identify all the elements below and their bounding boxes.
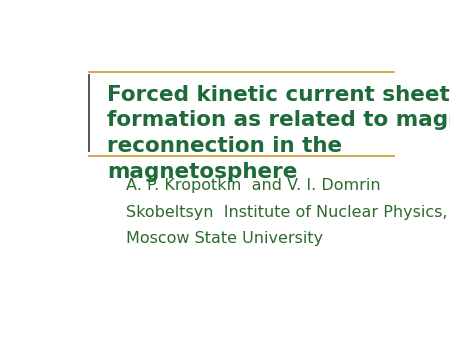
Bar: [88, 74, 90, 152]
Text: Moscow State University: Moscow State University: [126, 231, 323, 245]
Text: Skobeltsyn  Institute of Nuclear Physics,: Skobeltsyn Institute of Nuclear Physics,: [126, 204, 447, 219]
Text: Forced kinetic current sheet
formation as related to magnetic
reconnection in th: Forced kinetic current sheet formation a…: [107, 85, 450, 182]
Text: A. P. Kropotkin  and V. I. Domrin: A. P. Kropotkin and V. I. Domrin: [126, 178, 381, 193]
